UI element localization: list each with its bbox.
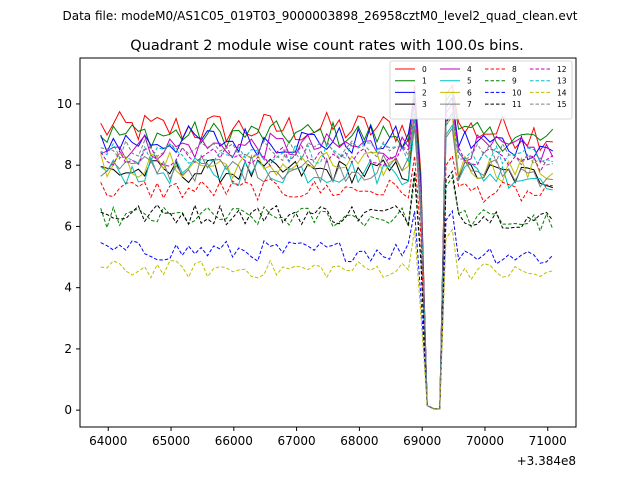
legend-box: [389, 60, 573, 120]
series-line-10: [100, 209, 554, 410]
chart-title: Quadrant 2 module wise count rates with …: [130, 38, 524, 54]
legend-label-3: 3: [422, 100, 427, 109]
series-line-0: [100, 84, 553, 410]
legend-label-5: 5: [467, 77, 472, 86]
legend-label-10: 10: [512, 88, 522, 97]
series-line-12: [100, 114, 554, 410]
x-tick-label: 64000: [89, 434, 127, 448]
file-label: Data file: modeM0/AS1C05_019T03_90000038…: [62, 9, 577, 23]
x-offset-label: +3.384e8: [517, 454, 576, 468]
axes-frame: [79, 57, 577, 428]
axes: 64000 65000 66000 67000 68000 69000 70000 71000…: [57, 57, 577, 468]
x-tick-label: 67000: [278, 434, 316, 448]
x-tick-label: 71000: [529, 434, 567, 448]
legend-label-2: 2: [422, 88, 427, 97]
y-tick-label: 0: [64, 403, 72, 417]
series-line-7: [100, 127, 553, 410]
legend-label-15: 15: [557, 100, 567, 109]
legend-label-1: 1: [422, 77, 427, 86]
x-tick-label: 65000: [152, 434, 190, 448]
legend-label-11: 11: [512, 100, 522, 109]
series-line-2: [100, 96, 554, 410]
series-line-14: [100, 228, 553, 410]
x-tick-label: 66000: [215, 434, 253, 448]
x-tick-label: 70000: [466, 434, 504, 448]
y-tick-label: 8: [64, 158, 72, 172]
plot-area: [100, 84, 554, 410]
y-tick-label: 4: [64, 281, 72, 295]
legend-label-13: 13: [557, 77, 567, 86]
legend-label-0: 0: [422, 65, 427, 74]
y-tick-label: 2: [64, 342, 72, 356]
x-tick-label: 68000: [340, 434, 378, 448]
series-line-15: [100, 111, 553, 410]
series-line-13: [100, 114, 553, 410]
series-line-8: [100, 154, 553, 410]
legend-label-14: 14: [557, 88, 567, 97]
series-line-6: [100, 114, 554, 410]
legend-label-6: 6: [467, 88, 472, 97]
legend-label-8: 8: [512, 65, 517, 74]
y-tick-label: 10: [57, 97, 72, 111]
series-line-11: [100, 169, 554, 410]
series-line-4: [100, 102, 554, 410]
legend-label-9: 9: [512, 77, 517, 86]
legend-label-7: 7: [467, 100, 472, 109]
x-tick-label: 69000: [403, 434, 441, 448]
legend-label-4: 4: [467, 65, 472, 74]
y-tick-label: 6: [64, 219, 72, 233]
legend-label-12: 12: [557, 65, 567, 74]
